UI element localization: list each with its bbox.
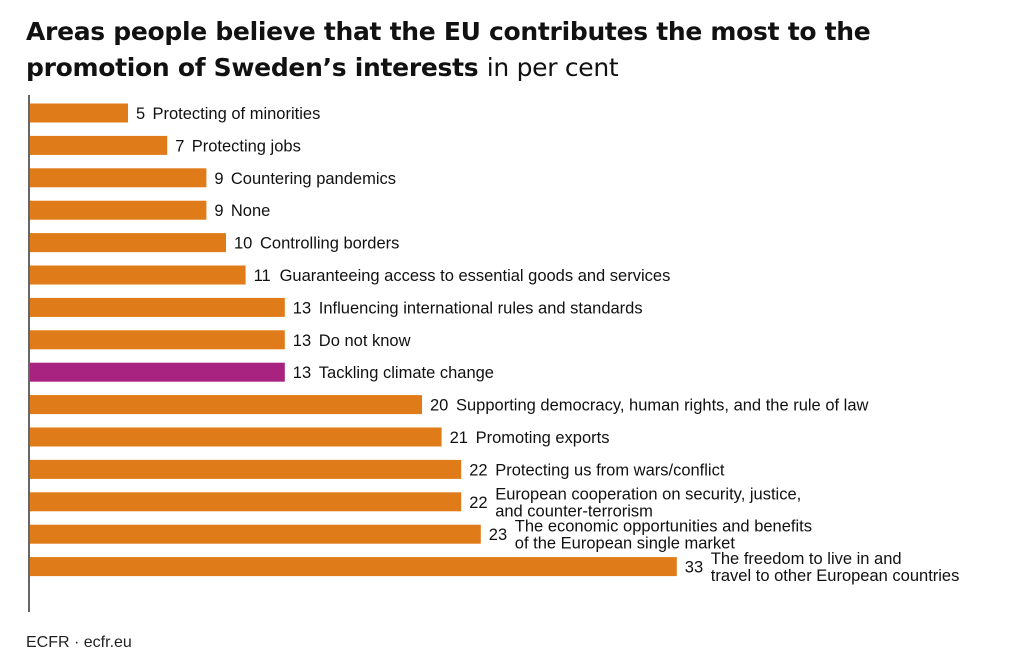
bar xyxy=(30,103,128,123)
bar xyxy=(30,492,462,512)
bar xyxy=(30,427,442,447)
category-label: Supporting democracy, human rights, and … xyxy=(456,397,869,415)
category-label: None xyxy=(231,202,270,220)
category-label: The economic opportunities and benefits o… xyxy=(515,518,812,553)
category-label: Promoting exports xyxy=(476,429,610,447)
value-label: 11 xyxy=(254,267,271,285)
value-label: 22 xyxy=(469,461,487,479)
bar xyxy=(30,200,207,220)
category-label: The freedom to live in and travel to othe… xyxy=(711,550,960,585)
category-label: Tackling climate change xyxy=(319,364,494,382)
category-label: European cooperation on security, justic… xyxy=(495,485,801,520)
bar xyxy=(30,524,481,544)
value-label: 5 xyxy=(136,105,145,123)
category-label: Protecting us from wars/conflict xyxy=(495,461,725,479)
category-label: Influencing international rules and stan… xyxy=(319,299,643,317)
bar xyxy=(30,233,226,253)
value-label: 13 xyxy=(293,299,311,317)
chart-unit: in per cent xyxy=(486,53,619,82)
chart-title-text: Areas people believe that the EU contrib… xyxy=(26,17,871,82)
source-label: ECFR · ecfr.eu xyxy=(26,634,132,651)
chart-title: Areas people believe that the EU contrib… xyxy=(26,14,1016,86)
category-label: Countering pandemics xyxy=(231,170,396,188)
value-label: 13 xyxy=(293,332,311,350)
category-label: Do not know xyxy=(319,332,411,350)
bar xyxy=(30,459,462,479)
value-label: 7 xyxy=(175,137,184,155)
value-label: 10 xyxy=(234,235,252,253)
value-label: 22 xyxy=(469,494,487,512)
bar xyxy=(30,265,246,285)
value-label: 20 xyxy=(430,397,448,415)
bar xyxy=(30,395,422,415)
category-label: Protecting jobs xyxy=(192,137,301,155)
value-label: 21 xyxy=(450,429,468,447)
bar xyxy=(30,330,285,350)
bar xyxy=(30,557,677,577)
bars-group: 5 Protecting of minorities 7 Protecting job… xyxy=(30,103,960,585)
bar xyxy=(30,168,207,188)
value-label: 9 xyxy=(214,170,223,188)
value-label: 9 xyxy=(214,202,223,220)
value-label: 13 xyxy=(293,364,311,382)
value-label: 23 xyxy=(489,526,507,544)
category-label: Guaranteeing access to essential goods a… xyxy=(280,267,671,285)
bar xyxy=(30,135,168,155)
category-label: Controlling borders xyxy=(260,235,399,253)
category-label: Protecting of minorities xyxy=(153,105,321,123)
value-label: 33 xyxy=(685,559,703,577)
bar xyxy=(30,297,285,317)
bar xyxy=(30,362,285,382)
